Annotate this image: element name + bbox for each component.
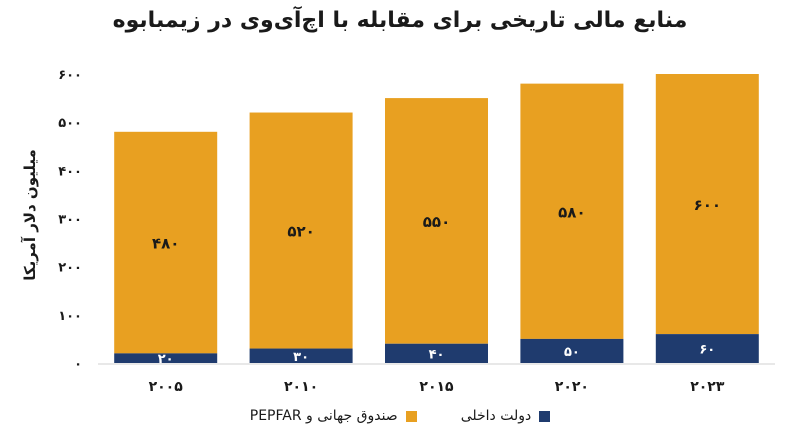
data-label-global-fund: ۵۸۰ [558,203,585,221]
y-tick-label: ۱۰۰ [58,309,82,324]
x-tick-label: ۲۰۲۰ [555,379,589,395]
legend-item-domestic: دولت داخلی [461,408,551,424]
legend-label-domestic: دولت داخلی [460,408,532,424]
legend: دولت داخلی صندوق جهانی و PEPFAR [0,408,800,424]
bar-domestic [249,348,353,363]
data-label-global-fund: ۶۰۰ [694,196,721,214]
y-tick-label: ۴۰۰ [58,164,82,179]
bar-global-fund [655,74,759,335]
data-label-domestic: ۳۰ [293,350,309,365]
data-label-global-fund: ۴۸۰ [152,235,179,253]
data-label-domestic: ۲۰ [158,352,174,367]
bar-global-fund [249,112,353,349]
data-label-global-fund: ۵۵۰ [423,213,450,231]
data-label-domestic: ۵۰ [564,345,580,360]
y-tick-label: ۶۰۰ [58,68,82,83]
data-label-global-fund: ۵۲۰ [287,223,314,241]
bar-domestic [385,343,488,363]
x-tick-label: ۲۰۰۵ [149,379,184,395]
x-tick-label: ۲۰۱۰ [284,379,318,395]
bar-domestic [114,353,218,363]
chart-title: منابع مالی تاریخی برای مقابله با اچ‌آی‌و… [112,8,688,33]
y-tick-label: ۲۰۰ [58,261,82,276]
x-tick-label: ۲۰۲۳ [690,379,725,395]
bar-domestic [655,334,759,363]
legend-item-global-fund: صندوق جهانی و PEPFAR [250,408,417,424]
bar-global-fund [385,98,488,344]
x-tick-label: ۲۰۱۵ [419,379,454,395]
bar-global-fund [114,131,218,354]
y-tick-label: ۳۰۰ [58,213,82,228]
data-label-domestic: ۶۰ [699,343,715,358]
legend-swatch-domestic [539,410,551,422]
bar-domestic [520,338,624,363]
y-tick-label: ۰ [74,357,82,372]
y-tick-label: ۵۰۰ [58,116,82,131]
bar-global-fund [520,83,624,339]
data-label-domestic: ۴۰ [429,347,445,362]
legend-label-global-fund: صندوق جهانی و PEPFAR [249,408,398,424]
legend-swatch-global-fund [405,410,417,422]
